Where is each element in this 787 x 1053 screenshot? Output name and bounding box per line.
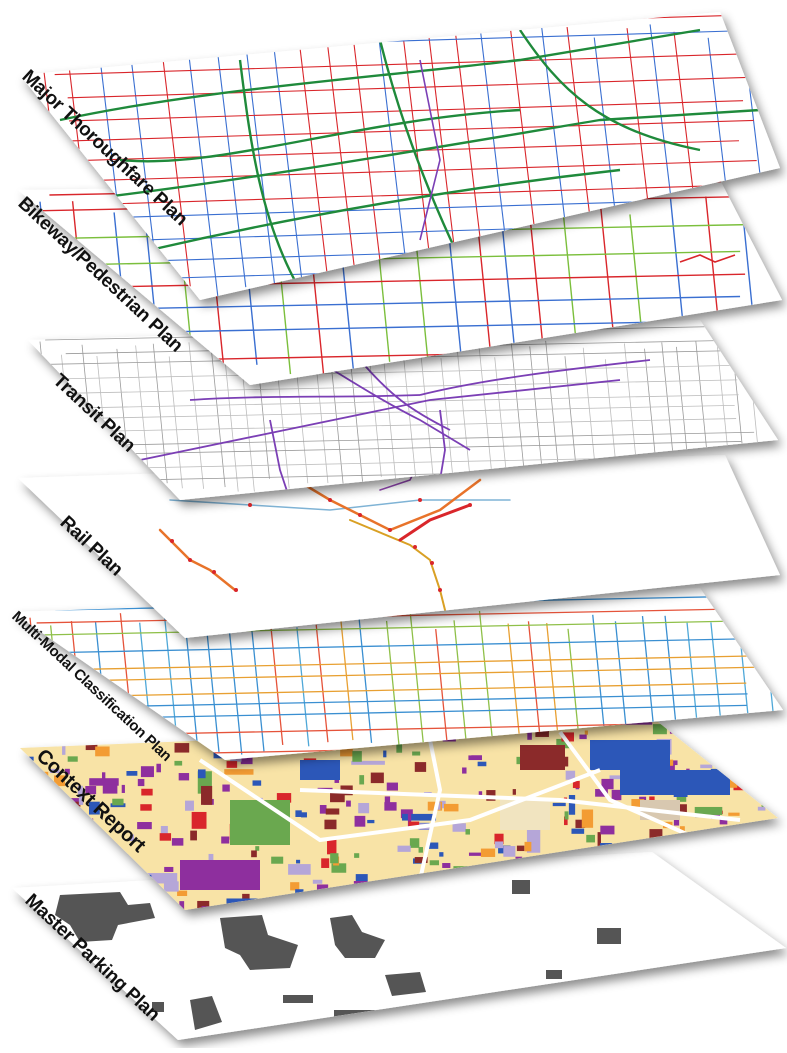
sheet-parking (12, 852, 786, 1040)
sheet-rail (18, 455, 780, 638)
sheet-transit (28, 320, 778, 500)
layer-master-parking (12, 852, 786, 1040)
layer-rail (18, 455, 780, 638)
